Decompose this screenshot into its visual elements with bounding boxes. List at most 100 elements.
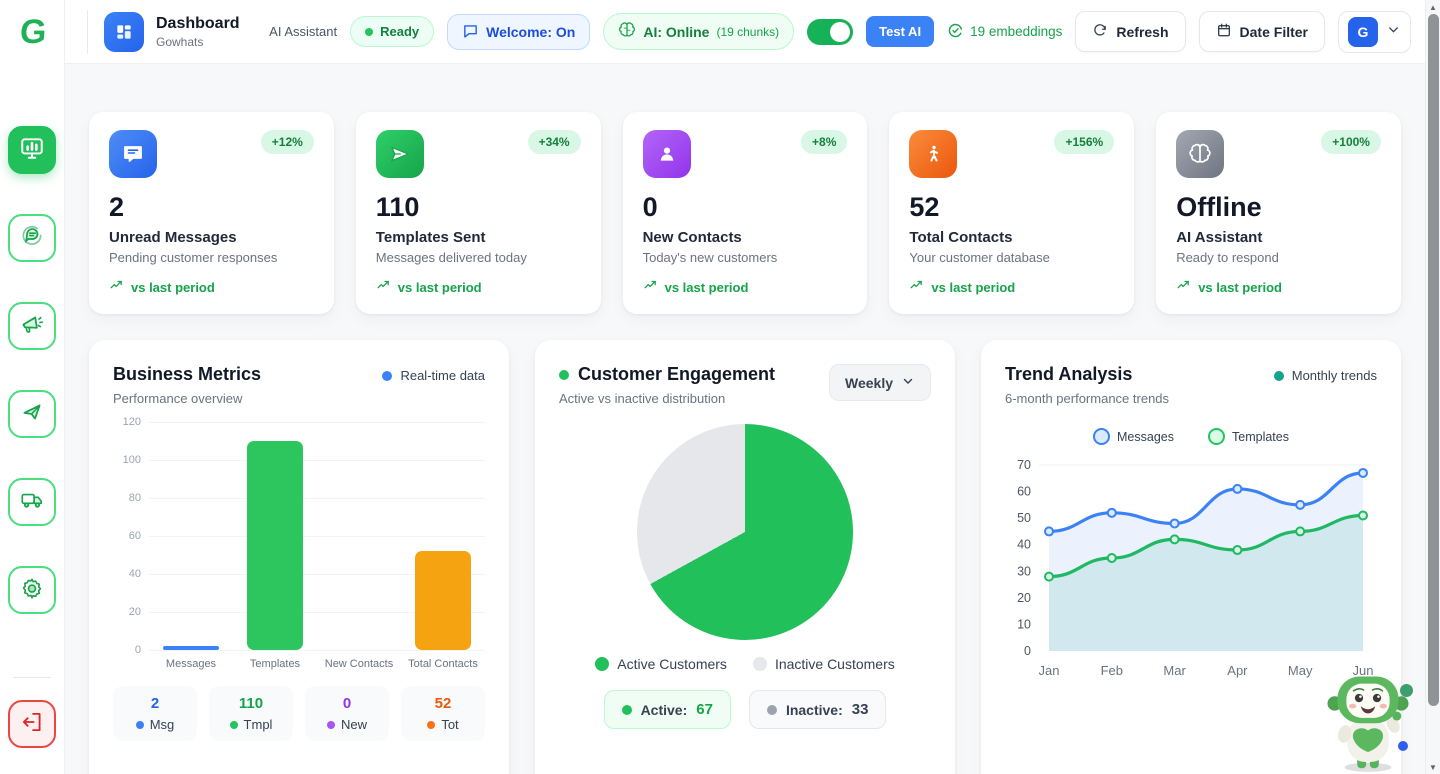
svg-text:Jun: Jun <box>1353 663 1374 678</box>
svg-text:50: 50 <box>1017 511 1031 525</box>
scrollbar-thumb[interactable] <box>1427 14 1439 706</box>
svg-text:40: 40 <box>1017 538 1031 552</box>
sidebar-item-logout[interactable] <box>8 700 56 748</box>
stat-value: 110 <box>375 192 420 222</box>
bar-templates <box>247 441 303 650</box>
svg-text:30: 30 <box>1017 564 1031 578</box>
vertical-scrollbar[interactable]: ▲ ▼ <box>1425 0 1440 774</box>
stat-footer: vs last period <box>1176 278 1381 296</box>
legend-messages[interactable]: Messages <box>1093 428 1174 445</box>
stat-description: Ready to respond <box>1176 250 1279 265</box>
inactive-customers-badge: Inactive: 33 <box>748 690 887 729</box>
legend-dot-icon <box>752 657 767 671</box>
period-selector[interactable]: Weekly <box>829 364 931 401</box>
realtime-legend: Real-time data <box>382 368 485 383</box>
brain-icon <box>618 21 636 42</box>
dashboard-monitor-icon <box>19 135 45 166</box>
sidebar-divider <box>13 677 51 678</box>
megaphone-icon <box>19 311 45 342</box>
check-circle-icon <box>947 22 964 42</box>
engagement-badges: Active: 67 Inactive: 33 <box>559 690 931 729</box>
stat-footer: vs last period <box>376 278 581 296</box>
avatar: G <box>1348 16 1378 47</box>
chat-bubble-icon <box>19 223 45 254</box>
gridline <box>149 574 485 575</box>
chat-message-icon <box>109 130 157 178</box>
date-filter-button[interactable]: Date Filter <box>1198 11 1325 52</box>
y-axis-tick: 100 <box>122 454 141 466</box>
stat-label: Total Contacts <box>909 229 1013 246</box>
trend-analysis-title: Trend Analysis <box>1005 364 1133 384</box>
stat-value: Offline <box>1176 192 1262 222</box>
send-icon <box>375 130 424 178</box>
stat-footer: vs last period <box>109 278 314 296</box>
trend-series-legend: Messages Templates <box>1005 428 1377 445</box>
scrollbar-down-arrow[interactable]: ▼ <box>1429 762 1437 772</box>
sidebar-item-chats[interactable] <box>8 214 56 262</box>
floating-green-dot[interactable] <box>1400 684 1413 697</box>
stat-footer: vs last period <box>643 278 848 296</box>
status-dot-icon <box>766 704 777 715</box>
gowhats-logo[interactable]: G <box>18 12 46 51</box>
stat-value: 2 <box>109 192 125 222</box>
y-axis-tick: 0 <box>134 644 141 656</box>
trending-up-icon <box>376 278 391 296</box>
y-axis-tick: 20 <box>128 606 141 618</box>
person-walking-icon <box>909 130 958 178</box>
gridline <box>149 422 485 423</box>
trending-up-icon <box>109 278 124 296</box>
y-axis-tick: 40 <box>128 568 141 580</box>
stat-description: Your customer database <box>909 250 1050 265</box>
stat-card-new-contacts: +8% 0 New Contacts Today's new customers… <box>622 112 868 314</box>
gridline <box>149 460 485 461</box>
trend-line-chart: 0 10 20 30 40 50 60 70 Jan Feb Mar Apr May Jun <box>1005 447 1377 692</box>
y-axis-tick: 80 <box>128 492 141 504</box>
legend-inactive-customers: Inactive Customers <box>752 656 895 672</box>
scrollbar-up-arrow[interactable]: ▲ <box>1429 2 1437 12</box>
stat-label: AI Assistant <box>1176 229 1263 246</box>
x-axis-tick: Total Contacts <box>408 658 478 670</box>
gear-icon <box>19 575 45 606</box>
x-axis-tick: Messages <box>165 658 217 670</box>
stat-label: Unread Messages <box>109 229 237 246</box>
bar-chart-grid <box>149 422 485 651</box>
legend-templates[interactable]: Templates <box>1208 428 1289 445</box>
svg-text:May: May <box>1288 663 1313 678</box>
legend-circle-icon <box>1093 428 1111 445</box>
legend-dot-icon <box>382 370 393 381</box>
sidebar-item-campaigns[interactable] <box>8 390 56 438</box>
stat-card-ai-assistant: +100% Offline AI Assistant Ready to resp… <box>1156 112 1401 314</box>
svg-text:Mar: Mar <box>1163 663 1186 678</box>
x-axis-tick: New Contacts <box>324 658 394 670</box>
sidebar-item-dashboard[interactable] <box>8 126 56 174</box>
mascot-robot-image <box>1323 668 1413 774</box>
metric-chip-tot: 52 Tot <box>401 686 485 741</box>
welcome-toggle-badge[interactable]: Welcome: On <box>447 13 591 50</box>
ai-chunks-label: (19 chunks) <box>716 24 780 39</box>
test-ai-button[interactable]: Test AI <box>866 16 935 47</box>
bar-chart-y-axis: 0 20 40 60 80 100 120 <box>123 416 485 656</box>
svg-text:10: 10 <box>1017 617 1031 631</box>
page-subtitle: Gowhats <box>156 34 204 49</box>
bar-chart: 0 20 40 60 80 100 120 Messages Templates New Con… <box>113 416 485 670</box>
floating-blue-dot[interactable] <box>1398 741 1408 751</box>
ai-assistant-label: AI Assistant <box>269 24 338 39</box>
pie-legend: Active Customers Inactive Customers <box>559 656 931 672</box>
page-title: Dashboard <box>156 14 240 32</box>
stat-description: Messages delivered today <box>375 250 527 265</box>
delta-badge: +100% <box>1321 130 1381 154</box>
bar-chart-chips: 2 Msg 110 Tmpl 0 New 52 Tot <box>113 686 485 741</box>
legend-dot-icon <box>1273 370 1284 381</box>
title-dot-icon <box>559 369 569 380</box>
calendar-icon <box>1216 22 1232 41</box>
ai-toggle-switch[interactable] <box>807 18 854 45</box>
top-header: Dashboard Gowhats AI Assistant Ready Wel… <box>65 0 1425 64</box>
stat-card-total-contacts: +156% 52 Total Contacts Your customer da… <box>889 112 1135 314</box>
sidebar-item-delivery[interactable] <box>8 478 56 526</box>
ai-online-badge[interactable]: AI: Online (19 chunks) <box>603 13 795 50</box>
user-menu[interactable]: G <box>1338 10 1411 53</box>
sidebar-item-settings[interactable] <box>8 566 56 614</box>
refresh-button[interactable]: Refresh <box>1075 11 1186 52</box>
sidebar-item-broadcast[interactable] <box>8 302 56 350</box>
svg-text:Jan: Jan <box>1039 663 1060 678</box>
